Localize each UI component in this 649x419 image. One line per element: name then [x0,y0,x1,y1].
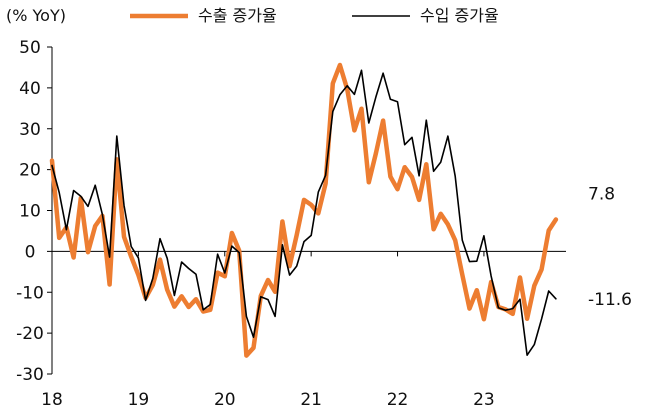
y-tick-label: 30 [19,120,41,140]
x-tick-label: 22 [387,390,409,410]
x-tick-label: 21 [300,390,322,410]
x-tick-label: 18 [41,390,63,410]
x-tick-label: 20 [214,390,236,410]
end-label-import: -11.6 [588,290,632,310]
legend-label-export: 수출 증가율 [198,6,277,25]
legend: 수출 증가율 수입 증가율 [130,6,499,25]
y-tick-label: -20 [16,324,44,344]
y-tick-label: 20 [19,161,41,181]
y-axis: 50 40 30 20 10 0 -10 -20 -30 [16,38,53,385]
x-axis: 18 19 20 21 22 23 [41,250,566,410]
x-tick-label: 23 [473,390,495,410]
end-label-export: 7.8 [588,184,615,204]
end-labels: 7.8 -11.6 [588,184,632,309]
y-tick-label: 40 [19,79,41,99]
y-tick-label: 10 [19,202,41,222]
y-tick-label: 0 [25,242,36,262]
series-layer [49,62,559,358]
unit-label: (% YoY) [6,6,66,25]
y-tick-label: 50 [19,38,41,58]
legend-label-import: 수입 증가율 [420,6,499,25]
y-tick-label: -10 [16,283,44,303]
y-tick-label: -30 [16,365,44,385]
series-line-export [49,62,559,358]
series-line-import [51,69,557,357]
x-tick-label: 19 [128,390,150,410]
